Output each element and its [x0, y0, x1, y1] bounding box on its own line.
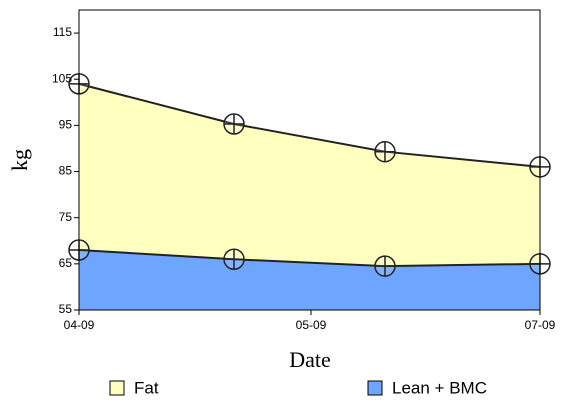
y-tick-label: 55	[59, 302, 73, 316]
y-tick-label: 65	[59, 256, 73, 270]
x-axis-label: Date	[289, 347, 331, 372]
y-tick-label: 115	[53, 25, 72, 39]
area-fill	[79, 83, 540, 267]
y-tick-label: 85	[59, 164, 73, 178]
legend-label: Fat	[134, 378, 159, 397]
area-fill	[79, 250, 540, 310]
y-tick-label: 105	[52, 71, 72, 85]
legend-label: Lean + BMC	[392, 378, 487, 397]
marker-cross	[374, 141, 395, 162]
marker-cross	[224, 114, 245, 134]
series-line	[78, 82, 541, 168]
y-axis-label: kg	[7, 149, 32, 171]
y-tick-label: 95	[59, 118, 73, 132]
marker-cross	[224, 249, 245, 270]
x-tick-label: 07-09	[525, 318, 556, 332]
legend-swatch	[367, 380, 383, 396]
legend-swatch	[109, 380, 125, 396]
x-tick-label: 04-09	[64, 318, 95, 332]
plot-frame	[78, 9, 541, 311]
marker-cross	[374, 256, 395, 277]
series-line	[78, 249, 541, 268]
x-tick-label: 05-09	[296, 318, 327, 332]
y-tick-label: 75	[59, 210, 73, 224]
